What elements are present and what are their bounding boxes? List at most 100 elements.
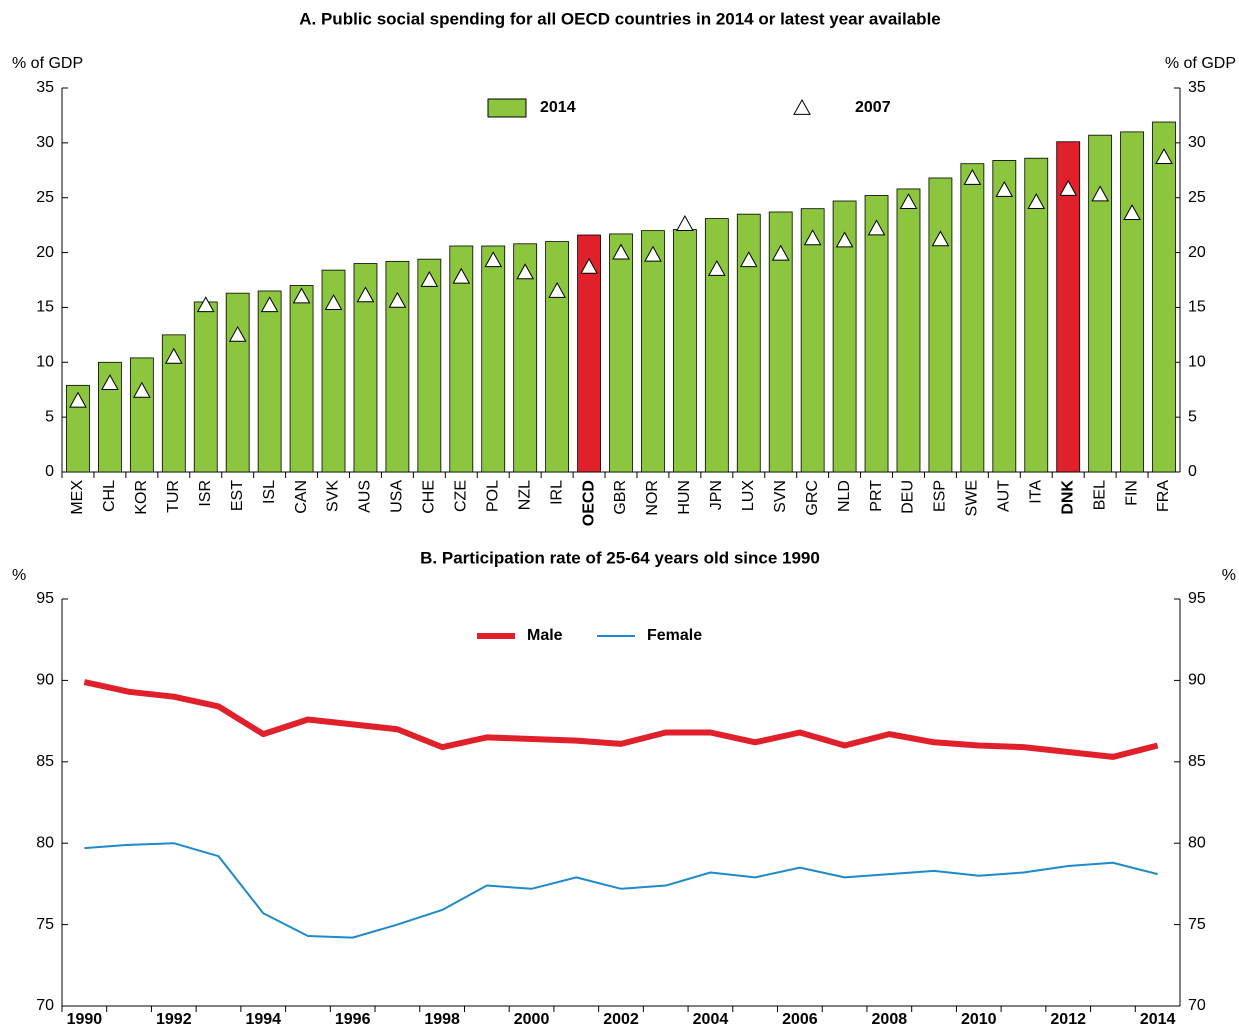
marker (899, 193, 918, 210)
legend-label: Male (527, 627, 563, 644)
x-tick-label: 1990 (67, 1011, 103, 1028)
marker (995, 181, 1014, 197)
marker (1059, 179, 1078, 196)
x-tick-label: 1992 (156, 1011, 192, 1028)
x-tick-label: 2004 (693, 1011, 729, 1028)
bar (992, 160, 1017, 473)
marker (484, 251, 503, 268)
bar (289, 285, 314, 473)
y-tick-label: 25 (36, 189, 54, 206)
line (83, 679, 1159, 760)
y2-tick-label: 90 (1188, 672, 1206, 689)
y-tick-label: 80 (36, 834, 54, 851)
marker (867, 219, 886, 236)
marker (739, 251, 758, 268)
x-tick-label: IRL (548, 480, 565, 505)
y-tick-label: 15 (36, 299, 54, 316)
bar (1056, 141, 1081, 473)
y-tick-label: 10 (36, 354, 54, 371)
x-tick-label: PRT (868, 480, 885, 512)
x-tick-label: ISL (261, 480, 278, 504)
y2-tick-label: 35 (1188, 79, 1206, 96)
y-tick-label: 90 (36, 672, 54, 689)
marker (388, 291, 407, 308)
legend-label: 2014 (540, 99, 576, 116)
x-tick-label: 1994 (245, 1011, 281, 1028)
bar (1024, 157, 1049, 473)
marker (164, 347, 183, 364)
x-tick-label: EST (229, 480, 246, 511)
bar (1152, 121, 1176, 473)
bar (513, 243, 538, 473)
bar (385, 260, 410, 473)
marker (644, 245, 662, 262)
bar (129, 357, 154, 473)
x-tick-label: GBR (612, 480, 629, 515)
chart-title: B. Participation rate of 25-64 years old… (420, 548, 820, 567)
marker (771, 244, 790, 261)
legend-label: 2007 (855, 99, 891, 116)
x-tick-label: SVK (325, 480, 342, 512)
y2-tick-label: 15 (1188, 299, 1206, 316)
x-tick-label: AUT (996, 480, 1013, 512)
x-tick-label: FIN (1123, 480, 1140, 506)
x-tick-label: GRC (804, 480, 821, 516)
x-tick-label: NZL (516, 480, 533, 510)
x-tick-label: USA (389, 480, 406, 513)
marker (1155, 148, 1173, 165)
x-tick-label: NLD (836, 480, 853, 512)
bar (257, 290, 282, 473)
bar (225, 292, 250, 473)
y2-tick-label: 25 (1188, 189, 1206, 206)
bar (800, 208, 825, 473)
y2-tick-label: 85 (1188, 753, 1206, 770)
y2-axis-label: % of GDP (1165, 55, 1236, 72)
bar (1088, 134, 1113, 473)
x-tick-label: OECD (580, 480, 597, 526)
bar (417, 258, 442, 473)
x-tick-label: LUX (740, 480, 757, 511)
marker (516, 263, 535, 280)
y2-tick-label: 80 (1188, 834, 1206, 851)
y2-axis-label: % (1222, 567, 1236, 584)
marker (133, 381, 151, 398)
bar (672, 229, 697, 473)
y2-tick-label: 10 (1188, 354, 1206, 371)
marker (612, 243, 630, 260)
marker (548, 281, 566, 298)
y2-tick-label: 5 (1188, 408, 1197, 425)
bar (161, 334, 186, 473)
marker (420, 270, 439, 287)
bar (960, 163, 985, 473)
x-tick-label: SVN (772, 480, 789, 513)
bar (193, 301, 218, 473)
y-tick-label: 5 (45, 408, 54, 425)
marker (580, 257, 598, 274)
x-tick-label: 2014 (1140, 1011, 1176, 1028)
y-tick-label: 0 (45, 463, 54, 480)
x-tick-label: DEU (900, 480, 917, 514)
bar (449, 245, 474, 473)
y-tick-label: 70 (36, 997, 54, 1014)
bar (481, 245, 506, 473)
x-tick-label: KOR (133, 480, 150, 515)
x-tick-label: BEL (1091, 480, 1108, 510)
bar (545, 241, 570, 473)
y2-tick-label: 75 (1188, 916, 1206, 933)
marker (196, 296, 215, 313)
x-tick-label: 1996 (335, 1011, 371, 1028)
y-tick-label: 20 (36, 244, 54, 261)
x-tick-label: 2002 (603, 1011, 639, 1028)
marker (452, 267, 471, 284)
bar (609, 233, 633, 473)
marker (803, 229, 822, 246)
legend-swatch (487, 98, 527, 118)
x-tick-label: JPN (708, 480, 725, 510)
marker (1123, 204, 1141, 220)
bar (768, 211, 793, 473)
bar (577, 234, 601, 473)
x-tick-label: ITA (1027, 480, 1044, 504)
y-tick-label: 35 (36, 79, 54, 96)
